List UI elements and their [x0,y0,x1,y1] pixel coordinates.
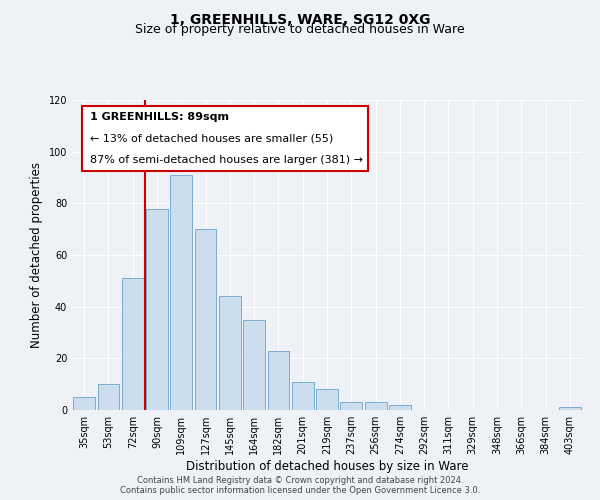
Text: 87% of semi-detached houses are larger (381) →: 87% of semi-detached houses are larger (… [90,156,363,166]
Bar [97,384,119,410]
Text: 1 GREENHILLS: 89sqm: 1 GREENHILLS: 89sqm [90,112,229,122]
Bar [268,350,289,410]
Bar [194,229,217,410]
Bar [365,402,386,410]
Bar [389,405,411,410]
Text: Contains HM Land Registry data © Crown copyright and database right 2024.: Contains HM Land Registry data © Crown c… [137,476,463,485]
Bar [316,390,338,410]
Text: Size of property relative to detached houses in Ware: Size of property relative to detached ho… [135,22,465,36]
Bar [559,408,581,410]
Bar [73,397,95,410]
Bar [340,402,362,410]
FancyBboxPatch shape [82,106,368,172]
Text: 1, GREENHILLS, WARE, SG12 0XG: 1, GREENHILLS, WARE, SG12 0XG [170,12,430,26]
Bar [122,278,143,410]
Bar [170,175,192,410]
Bar [243,320,265,410]
Text: ← 13% of detached houses are smaller (55): ← 13% of detached houses are smaller (55… [90,134,333,144]
Text: Contains public sector information licensed under the Open Government Licence 3.: Contains public sector information licen… [120,486,480,495]
Bar [292,382,314,410]
X-axis label: Distribution of detached houses by size in Ware: Distribution of detached houses by size … [186,460,468,473]
Y-axis label: Number of detached properties: Number of detached properties [30,162,43,348]
Bar [219,296,241,410]
Bar [146,208,168,410]
